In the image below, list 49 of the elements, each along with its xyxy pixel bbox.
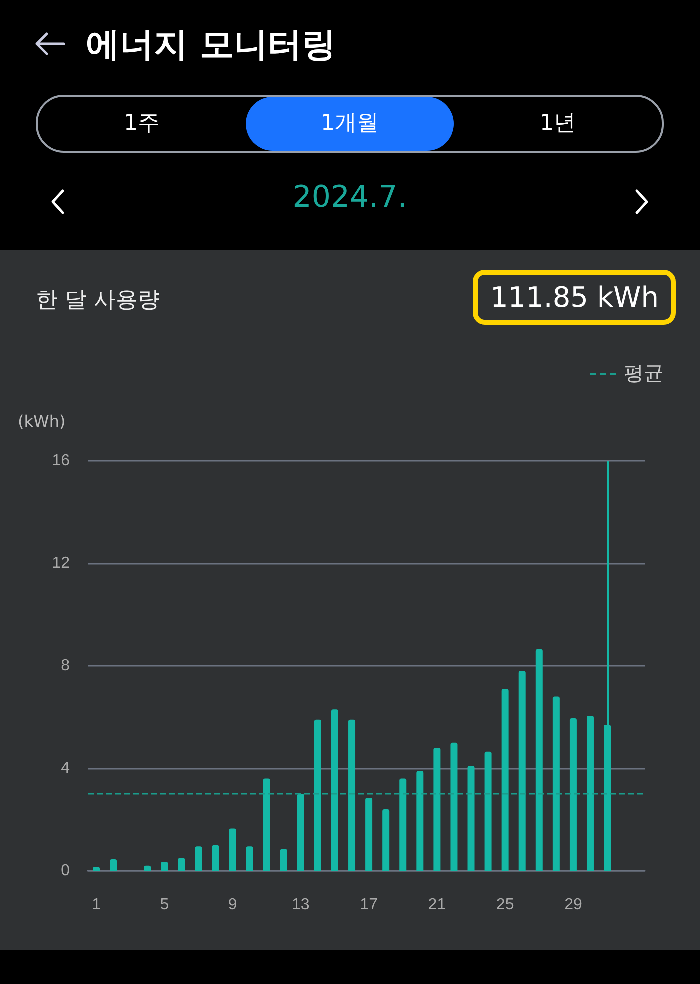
x-tick-label: 9 <box>228 896 238 914</box>
bar <box>161 862 168 871</box>
y-tick-label: 0 <box>61 862 70 880</box>
x-tick-label: 21 <box>428 896 446 914</box>
bar <box>552 696 560 871</box>
bar <box>348 720 356 871</box>
y-tick-label: 8 <box>61 658 70 674</box>
legend-label: 평균 <box>624 360 664 387</box>
bar <box>366 798 373 871</box>
x-tick-label: 17 <box>360 896 378 914</box>
bar <box>212 845 220 871</box>
bar <box>263 778 270 871</box>
text: 한 달 사용량 <box>36 287 160 315</box>
bar <box>434 748 441 871</box>
text: 1주 <box>123 110 161 138</box>
text: 2024.7. <box>292 180 408 215</box>
x-tick-label: 25 <box>496 896 514 914</box>
bar <box>280 849 288 871</box>
text: 1개월 <box>246 97 454 151</box>
x-tick-label: 13 <box>292 896 310 914</box>
bar <box>518 671 526 871</box>
bar <box>229 828 236 871</box>
bar <box>502 689 509 871</box>
bar <box>400 778 407 871</box>
rounded-frame: 111.85 kWh <box>473 270 676 325</box>
text: 1년 <box>539 110 577 138</box>
bar <box>178 858 186 871</box>
chart-title: 에너지 모니터링 <box>86 24 336 67</box>
bar <box>570 718 577 871</box>
bar <box>484 752 492 871</box>
bar <box>416 771 424 871</box>
x-tick-label: 29 <box>564 896 582 914</box>
y-tick-label: 12 <box>52 555 70 572</box>
y-tick-label: 4 <box>61 760 70 777</box>
y-tick-label: 16 <box>52 452 70 470</box>
x-tick-label: 1 <box>92 896 102 914</box>
bar <box>314 720 322 871</box>
bar <box>297 794 304 871</box>
x-tick-label: 5 <box>160 896 170 914</box>
bar <box>536 649 543 871</box>
bar <box>468 766 475 871</box>
bar <box>450 742 458 871</box>
bar <box>195 846 202 871</box>
bar <box>586 716 594 871</box>
y-axis-title: (kWh) <box>18 412 66 431</box>
bar <box>246 846 254 871</box>
bar <box>110 859 118 871</box>
bar <box>382 810 390 871</box>
bar <box>331 710 338 871</box>
